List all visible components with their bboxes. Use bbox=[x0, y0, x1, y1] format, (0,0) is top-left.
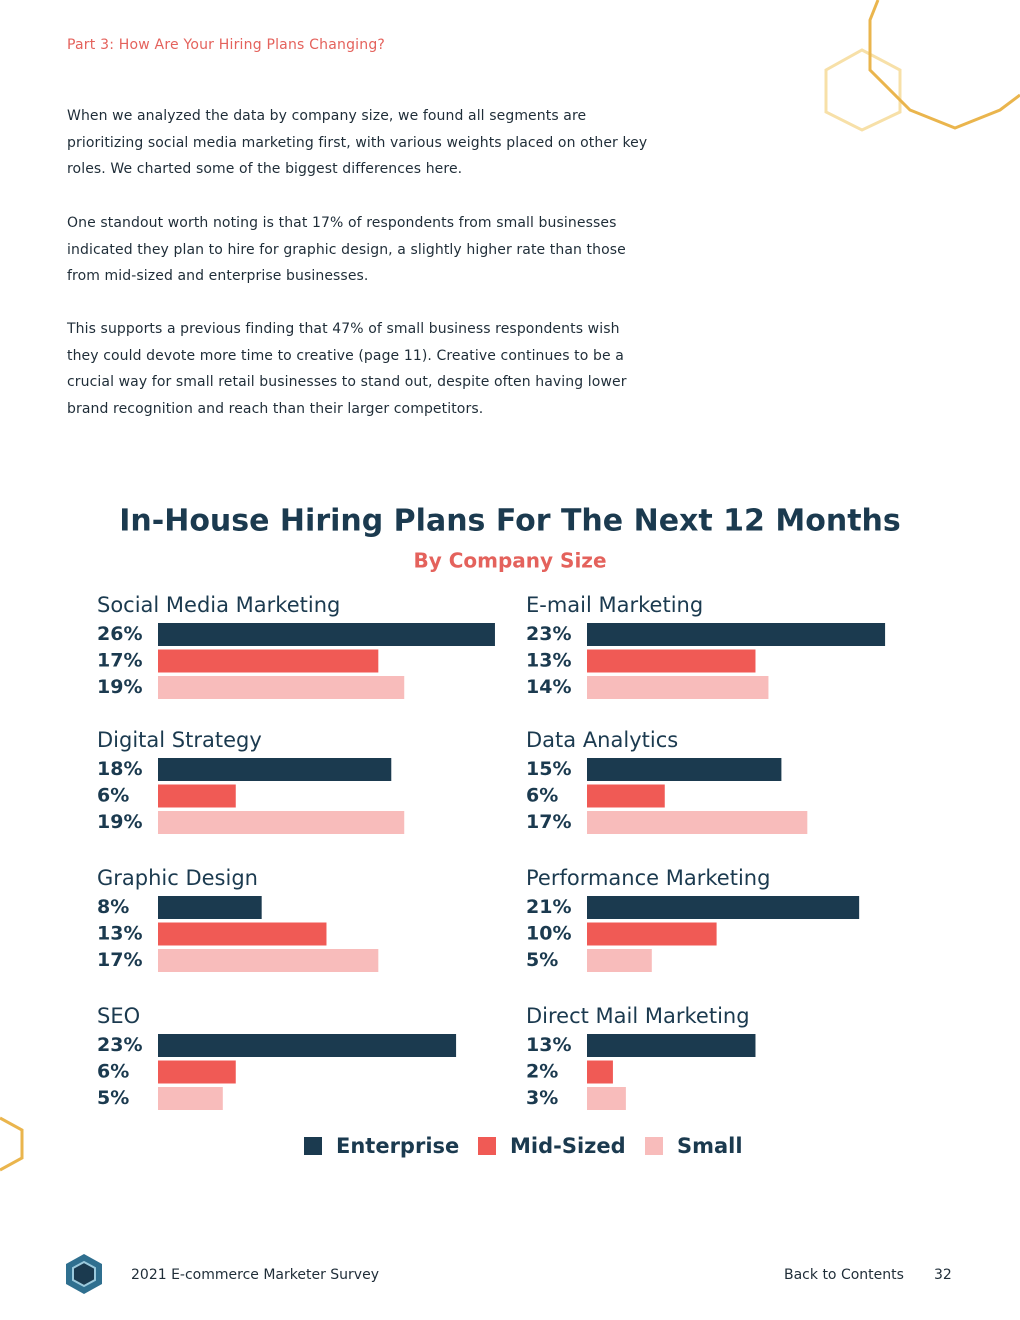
legend-swatch bbox=[478, 1137, 496, 1155]
value-label: 17% bbox=[97, 650, 142, 672]
value-label: 5% bbox=[526, 949, 558, 971]
paragraph: One standout worth noting is that 17% of… bbox=[67, 215, 626, 285]
panel-title: Direct Mail Marketing bbox=[526, 1004, 750, 1028]
value-label: 19% bbox=[97, 676, 142, 698]
value-label: 10% bbox=[526, 923, 571, 945]
bar bbox=[587, 649, 756, 673]
back-link[interactable]: Back to Contents bbox=[784, 1267, 904, 1283]
panel-title: SEO bbox=[97, 1004, 140, 1028]
page-number: 32 bbox=[934, 1267, 952, 1283]
panel-title: E-mail Marketing bbox=[526, 593, 703, 617]
bar bbox=[158, 1060, 236, 1084]
footer-title: 2021 E-commerce Marketer Survey bbox=[131, 1267, 379, 1283]
bar bbox=[158, 1034, 457, 1057]
logo bbox=[66, 1254, 102, 1294]
bar bbox=[587, 784, 665, 808]
bar bbox=[587, 922, 717, 946]
legend-swatch bbox=[645, 1137, 663, 1155]
paragraph: This supports a previous finding that 47… bbox=[67, 321, 627, 418]
bar bbox=[158, 922, 327, 946]
value-label: 18% bbox=[97, 758, 142, 780]
value-label: 6% bbox=[97, 1061, 129, 1083]
bar bbox=[158, 676, 405, 699]
bar bbox=[158, 949, 379, 972]
value-label: 21% bbox=[526, 896, 571, 918]
legend-label: Enterprise bbox=[336, 1134, 459, 1158]
bar bbox=[158, 649, 379, 673]
bar bbox=[158, 784, 236, 808]
panel-title: Graphic Design bbox=[97, 866, 258, 890]
value-label: 23% bbox=[526, 623, 571, 645]
value-label: 13% bbox=[526, 1034, 571, 1056]
panel-title: Social Media Marketing bbox=[97, 593, 340, 617]
value-label: 13% bbox=[97, 923, 142, 945]
bar bbox=[158, 896, 262, 919]
bar bbox=[587, 949, 652, 972]
value-label: 14% bbox=[526, 676, 571, 698]
panel-title: Data Analytics bbox=[526, 728, 678, 752]
value-label: 17% bbox=[526, 811, 571, 833]
bar bbox=[587, 811, 808, 834]
panel-title: Digital Strategy bbox=[97, 728, 262, 752]
section-label: Part 3: How Are Your Hiring Plans Changi… bbox=[67, 37, 386, 53]
legend-label: Small bbox=[677, 1134, 743, 1158]
legend-label: Mid-Sized bbox=[510, 1134, 626, 1158]
value-label: 5% bbox=[97, 1087, 129, 1109]
value-label: 6% bbox=[97, 785, 129, 807]
value-label: 19% bbox=[97, 811, 142, 833]
value-label: 3% bbox=[526, 1087, 558, 1109]
value-label: 2% bbox=[526, 1061, 558, 1083]
bar bbox=[587, 623, 886, 646]
bar bbox=[158, 623, 495, 646]
bar bbox=[158, 1087, 223, 1110]
value-label: 23% bbox=[97, 1034, 142, 1056]
bar bbox=[587, 676, 769, 699]
value-label: 17% bbox=[97, 949, 142, 971]
bar bbox=[158, 758, 392, 781]
bar bbox=[158, 811, 405, 834]
hexagon bbox=[824, 48, 902, 132]
bar bbox=[587, 1034, 756, 1057]
paragraph: When we analyzed the data by company siz… bbox=[67, 108, 648, 178]
hexagon bbox=[868, 0, 1020, 130]
panel-title: Performance Marketing bbox=[526, 866, 770, 890]
chart-title: In-House Hiring Plans For The Next 12 Mo… bbox=[119, 504, 901, 539]
value-label: 26% bbox=[97, 623, 142, 645]
value-label: 15% bbox=[526, 758, 571, 780]
value-label: 8% bbox=[97, 896, 129, 918]
bar bbox=[587, 896, 860, 919]
logo-shape bbox=[72, 1260, 96, 1288]
value-label: 6% bbox=[526, 785, 558, 807]
legend-swatch bbox=[304, 1137, 322, 1155]
bar bbox=[587, 1087, 626, 1110]
value-label: 13% bbox=[526, 650, 571, 672]
bar bbox=[587, 758, 782, 781]
decoration bbox=[0, 0, 1020, 1172]
hexagon bbox=[0, 1116, 24, 1172]
bar bbox=[587, 1060, 613, 1084]
chart-subtitle: By Company Size bbox=[413, 549, 606, 573]
